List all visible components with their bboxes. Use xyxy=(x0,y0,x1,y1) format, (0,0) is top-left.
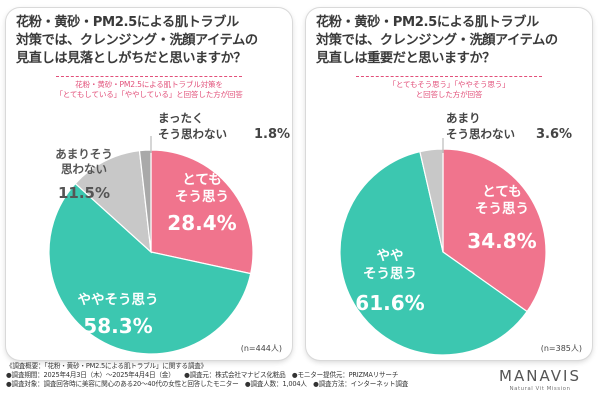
pie-slice xyxy=(150,149,254,275)
pie-chart-left: とても そう思う 28.4% ややそう思う 58.3% あまりそう 思わない 1… xyxy=(48,111,290,355)
pie-slice xyxy=(442,148,547,313)
note-left: 花粉・黄砂・PM2.5による肌トラブル対策を 「とてもしている」「ややしている」… xyxy=(16,76,282,100)
note-line: 花粉・黄砂・PM2.5による肌トラブル対策を xyxy=(75,80,223,89)
pie-chart-right: とても そう思う 34.8% やや そう思う 61.6% あまり そう思わない … xyxy=(339,111,572,356)
slice-label: そう思う xyxy=(475,201,529,217)
slice-label: そう思う xyxy=(363,266,417,282)
title-line: 対策では、クレンジング・洗顔アイテムの xyxy=(316,33,558,48)
slice-label: まったく xyxy=(158,111,204,125)
title-line: 花粉・黄砂・PM2.5による肌トラブル xyxy=(316,15,539,30)
note-line: 「とてもしている」「ややしている」と回答した方が回答 xyxy=(55,90,243,99)
footer-line: ●調査対象：調査回答時に美容に関心のある20～40代の女性と回答したモニター ●… xyxy=(6,380,409,388)
slice-label: そう思わない xyxy=(158,127,227,141)
note-line: と回答した方が回答 xyxy=(415,90,483,99)
slice-label: あまりそう xyxy=(55,147,113,161)
note-line: 「とてもそう思う」「ややそう思う」 xyxy=(388,80,510,89)
slice-value: 28.4% xyxy=(167,211,236,235)
footer-line: ●調査期間：2025年4月3日（木）～2025年4月4日（金） ●調査元：株式会… xyxy=(6,371,399,379)
note-right: 「とてもそう思う」「ややそう思う」 と回答した方が回答 xyxy=(316,76,582,100)
slice-label: ややそう思う xyxy=(78,292,159,308)
slice-label: あまり xyxy=(446,111,481,125)
survey-footer: 《調査概要：「花粉・黄砂・PM2.5による肌トラブル」に関する調査》 ●調査期間… xyxy=(6,362,466,389)
slice-value: 58.3% xyxy=(83,314,152,338)
title-line: 対策では、クレンジング・洗顔アイテムの xyxy=(16,33,258,48)
slice-label: やや xyxy=(377,248,404,264)
pie-slice xyxy=(74,149,152,254)
slice-value: 34.8% xyxy=(467,229,536,253)
slice-label: そう思わない xyxy=(446,127,515,141)
title-line: 見直しは重要だと思いますか？ xyxy=(316,51,496,66)
slice-label: 思わない xyxy=(61,162,107,176)
slice-label: そう思う xyxy=(175,189,229,205)
slice-value: 3.6% xyxy=(536,127,572,142)
title-line: 見直しは見落としがちだと思いますか？ xyxy=(16,51,247,66)
slice-value: 61.6% xyxy=(355,291,424,315)
chart-title-left: 花粉・黄砂・PM2.5による肌トラブル 対策では、クレンジング・洗顔アイテムの … xyxy=(16,14,286,68)
brand-tagline: Natural Vit Mission xyxy=(509,386,571,392)
chart-panel-left: 花粉・黄砂・PM2.5による肌トラブル 対策では、クレンジング・洗顔アイテムの … xyxy=(6,8,292,360)
brand-logo: MANAVIS Natural Vit Mission xyxy=(488,367,592,392)
slice-value: 11.5% xyxy=(58,184,110,202)
pie-slice xyxy=(48,182,252,355)
pie-slice xyxy=(339,150,528,356)
title-line: 花粉・黄砂・PM2.5による肌トラブル xyxy=(16,15,239,30)
footer-line: 《調査概要：「花粉・黄砂・PM2.5による肌トラブル」に関する調査》 xyxy=(6,362,208,370)
sample-size-left: (n=444人) xyxy=(240,344,282,353)
brand-name: MANAVIS xyxy=(499,367,581,385)
chart-panel-right: 花粉・黄砂・PM2.5による肌トラブル 対策では、クレンジング・洗顔アイテムの … xyxy=(306,8,592,360)
sample-size-right: (n=385人) xyxy=(540,344,582,353)
slice-label: とても xyxy=(482,184,521,200)
chart-title-right: 花粉・黄砂・PM2.5による肌トラブル 対策では、クレンジング・洗顔アイテムの … xyxy=(316,14,586,68)
slice-label: とても xyxy=(182,172,221,188)
slice-value: 1.8% xyxy=(254,127,290,142)
